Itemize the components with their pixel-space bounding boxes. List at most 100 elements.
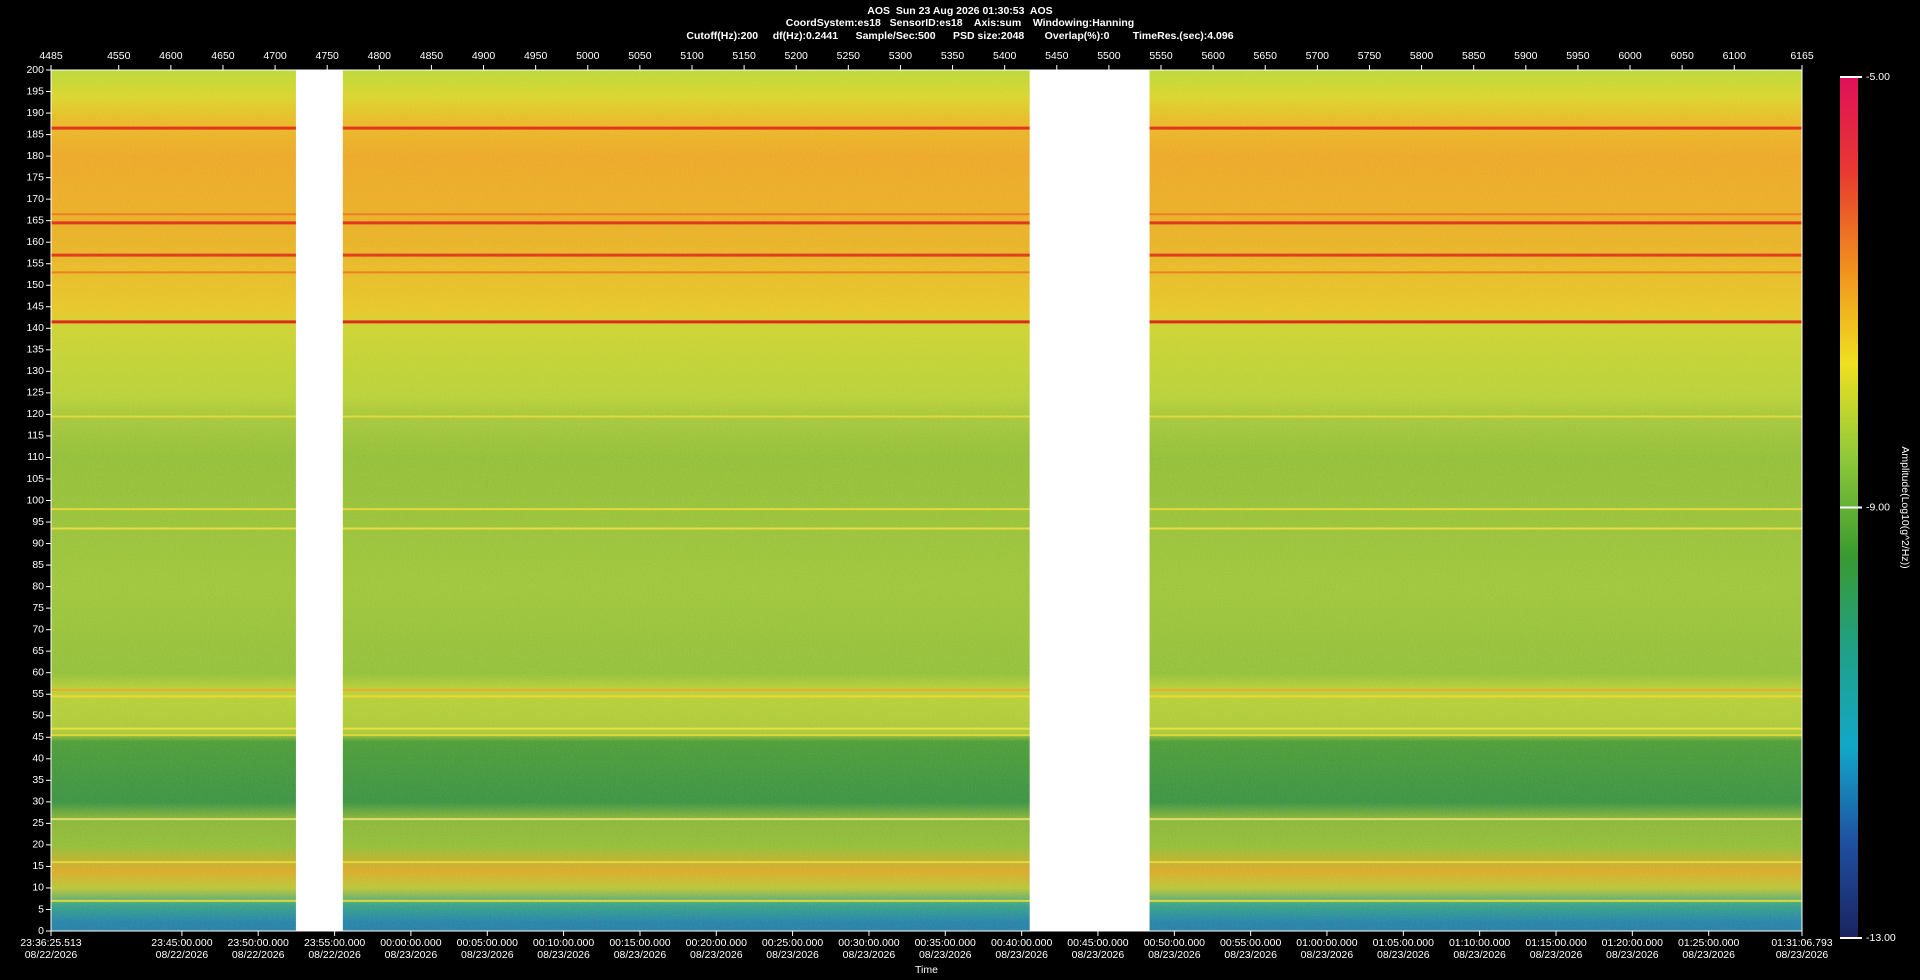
date-tick-label: 08/23/2026 <box>1377 949 1430 961</box>
y-tick-label: 150 <box>26 279 44 291</box>
x-tick-label: 5900 <box>1514 50 1538 62</box>
time-tick-label: 00:25:00.000 <box>762 937 823 949</box>
date-tick-label: 08/23/2026 <box>461 949 514 961</box>
x-tick-label: 5750 <box>1358 50 1382 62</box>
y-tick-label: 200 <box>26 64 44 76</box>
x-tick-label: 5250 <box>837 50 861 62</box>
x-tick-label: 4700 <box>263 50 287 62</box>
y-tick-label: 125 <box>26 387 44 399</box>
y-tick-label: 160 <box>26 236 44 248</box>
x-tick-label: 5100 <box>680 50 704 62</box>
time-tick-label: 01:05:00.000 <box>1373 937 1434 949</box>
x-tick-label: 4750 <box>316 50 340 62</box>
colorbar-label: Amplitude(Log10(g^2/Hz)) <box>1899 446 1911 568</box>
x-tick-label: 5150 <box>732 50 756 62</box>
x-tick-label: 5650 <box>1254 50 1278 62</box>
date-tick-label: 08/22/2026 <box>232 949 285 961</box>
subtitle: Cutoff(Hz):200 df(Hz):0.2441 Sample/Sec:… <box>686 30 1233 42</box>
y-tick-label: 80 <box>32 580 44 592</box>
date-tick-label: 08/22/2026 <box>25 949 78 961</box>
x-tick-label: 5500 <box>1097 50 1121 62</box>
date-tick-label: 08/23/2026 <box>1606 949 1659 961</box>
time-tick-label: 01:15:00.000 <box>1525 937 1586 949</box>
y-tick-label: 15 <box>32 860 44 872</box>
time-tick-label: 00:30:00.000 <box>838 937 899 949</box>
y-tick-label: 20 <box>32 839 44 851</box>
colorbar-tick-label: -9.00 <box>1866 501 1890 513</box>
y-tick-label: 65 <box>32 645 44 657</box>
x-tick-label: 4485 <box>39 50 63 62</box>
date-tick-label: 08/23/2026 <box>1224 949 1277 961</box>
date-tick-label: 08/22/2026 <box>308 949 361 961</box>
x-tick-label: 5600 <box>1201 50 1225 62</box>
y-tick-label: 195 <box>26 85 44 97</box>
y-tick-label: 45 <box>32 731 44 743</box>
y-tick-label: 170 <box>26 193 44 205</box>
y-tick-label: 135 <box>26 344 44 356</box>
y-tick-label: 155 <box>26 258 44 270</box>
date-tick-label: 08/23/2026 <box>1776 949 1829 961</box>
colorbar-tick-label: -5.00 <box>1866 71 1890 83</box>
date-tick-label: 08/23/2026 <box>1301 949 1354 961</box>
date-tick-label: 08/23/2026 <box>1530 949 1583 961</box>
y-tick-label: 40 <box>32 753 44 765</box>
x-tick-label: 5700 <box>1306 50 1330 62</box>
time-tick-label: 01:31:06.793 <box>1771 937 1832 949</box>
date-tick-label: 08/23/2026 <box>1072 949 1125 961</box>
y-tick-label: 100 <box>26 494 44 506</box>
x-tick-label: 6100 <box>1723 50 1747 62</box>
time-tick-label: 00:35:00.000 <box>915 937 976 949</box>
y-tick-label: 5 <box>38 903 44 915</box>
y-tick-label: 55 <box>32 688 44 700</box>
date-tick-label: 08/23/2026 <box>843 949 896 961</box>
time-tick-label: 01:20:00.000 <box>1602 937 1663 949</box>
time-tick-label: 00:40:00.000 <box>991 937 1052 949</box>
time-tick-label: 01:10:00.000 <box>1449 937 1510 949</box>
x-tick-label: 4550 <box>107 50 131 62</box>
time-tick-label: 00:55:00.000 <box>1220 937 1281 949</box>
x-tick-label: 5200 <box>785 50 809 62</box>
y-tick-label: 30 <box>32 796 44 808</box>
y-tick-label: 145 <box>26 301 44 313</box>
date-tick-label: 08/23/2026 <box>614 949 667 961</box>
x-tick-label: 5850 <box>1462 50 1486 62</box>
time-tick-label: 23:55:00.000 <box>304 937 365 949</box>
x-tick-label: 4800 <box>368 50 392 62</box>
time-tick-label: 00:50:00.000 <box>1144 937 1205 949</box>
y-tick-label: 70 <box>32 623 44 635</box>
y-tick-label: 10 <box>32 882 44 894</box>
y-tick-label: 120 <box>26 408 44 420</box>
y-tick-label: 180 <box>26 150 44 162</box>
time-tick-label: 00:05:00.000 <box>457 937 518 949</box>
title: AOS Sun 23 Aug 2026 01:30:53 AOS <box>867 5 1052 17</box>
x-tick-label: 5050 <box>628 50 652 62</box>
y-tick-label: 105 <box>26 473 44 485</box>
date-tick-label: 08/23/2026 <box>690 949 743 961</box>
time-tick-label: 00:10:00.000 <box>533 937 594 949</box>
y-tick-label: 60 <box>32 666 44 678</box>
x-tick-label: 5400 <box>993 50 1017 62</box>
y-tick-label: 95 <box>32 516 44 528</box>
x-tick-label: 5800 <box>1410 50 1434 62</box>
date-tick-label: 08/22/2026 <box>156 949 209 961</box>
date-tick-label: 08/23/2026 <box>537 949 590 961</box>
time-tick-label: 01:25:00.000 <box>1678 937 1739 949</box>
x-tick-label: 6050 <box>1670 50 1694 62</box>
colorbar-tick-label: -13.00 <box>1866 932 1896 944</box>
data-gap <box>295 70 343 931</box>
x-tick-label: 4600 <box>159 50 183 62</box>
time-tick-label: 00:45:00.000 <box>1067 937 1128 949</box>
x-tick-label: 6165 <box>1790 50 1814 62</box>
date-tick-label: 08/23/2026 <box>766 949 819 961</box>
x-axis-label: Time <box>915 964 938 976</box>
date-tick-label: 08/23/2026 <box>919 949 972 961</box>
x-tick-label: 4950 <box>524 50 548 62</box>
y-tick-label: 110 <box>27 451 44 463</box>
date-tick-label: 08/23/2026 <box>995 949 1048 961</box>
y-tick-label: 0 <box>38 925 44 937</box>
y-tick-label: 90 <box>32 537 44 549</box>
time-tick-label: 01:00:00.000 <box>1296 937 1357 949</box>
